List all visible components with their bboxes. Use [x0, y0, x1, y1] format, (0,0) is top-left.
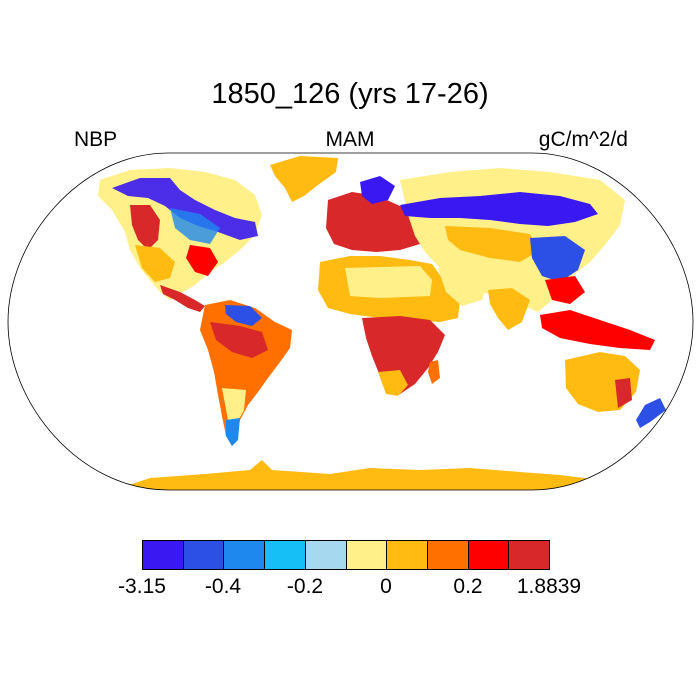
land-fields [98, 156, 666, 490]
colorbar-box-8 [427, 541, 469, 569]
east-asia-blue [530, 236, 585, 282]
colorbar-box-9 [468, 541, 510, 569]
south-america-south-yellow [222, 388, 246, 425]
north-america-west-red [130, 205, 160, 250]
patagonia-blue [226, 418, 240, 446]
season-label: MAM [325, 128, 375, 151]
colorbar-box-6 [346, 541, 388, 569]
variable-label: NBP [74, 128, 118, 151]
china-red [545, 276, 585, 304]
central-america-region [160, 285, 205, 312]
amazon-blue [225, 305, 262, 326]
antarctica-region [120, 460, 620, 490]
colorbar-box-5 [305, 541, 347, 569]
colorbar-box-2 [183, 541, 225, 569]
colorbar-box-7 [387, 541, 428, 569]
siberia-blue [400, 192, 598, 226]
colorbar-tick-label: -3.15 [118, 575, 166, 598]
colorbar-tick-label: 0 [380, 575, 392, 598]
madagascar-region [428, 360, 440, 384]
arabia-region [438, 268, 488, 306]
colorbar-box-1 [143, 541, 184, 569]
colorbar-box-3 [224, 541, 266, 569]
north-america-region [98, 168, 262, 300]
colorbar [142, 540, 550, 570]
north-america-south-yellow [135, 245, 175, 282]
colorbar-tick-label: 0.2 [453, 575, 483, 598]
colorbar-box-4 [265, 541, 306, 569]
north-america-east-red [186, 245, 218, 276]
india-region [488, 288, 530, 330]
colorbar-tick-label: 1.8839 [516, 575, 582, 598]
map-title: 1850_126 (yrs 17-26) [211, 78, 489, 110]
amazon-red [210, 322, 268, 358]
colorbar-tick-label: -0.4 [204, 575, 242, 598]
southeast-asia-red [540, 310, 655, 350]
central-asia-mixed [445, 226, 540, 262]
europe-region [326, 192, 430, 252]
units-label: gC/m^2/d [538, 128, 628, 151]
greenland-region [270, 156, 338, 202]
sahara-light [345, 266, 432, 298]
scandinavia-blue [360, 176, 395, 204]
colorbar-box-10 [509, 541, 550, 569]
southern-africa-yellow [378, 370, 408, 396]
new-zealand-region [636, 398, 666, 428]
north-america-cold-band [112, 178, 258, 240]
australia-east-red [615, 378, 632, 408]
map-boundary [7, 152, 694, 491]
colorbar-tick-label: -0.2 [286, 575, 324, 598]
north-america-mixed [170, 208, 220, 244]
